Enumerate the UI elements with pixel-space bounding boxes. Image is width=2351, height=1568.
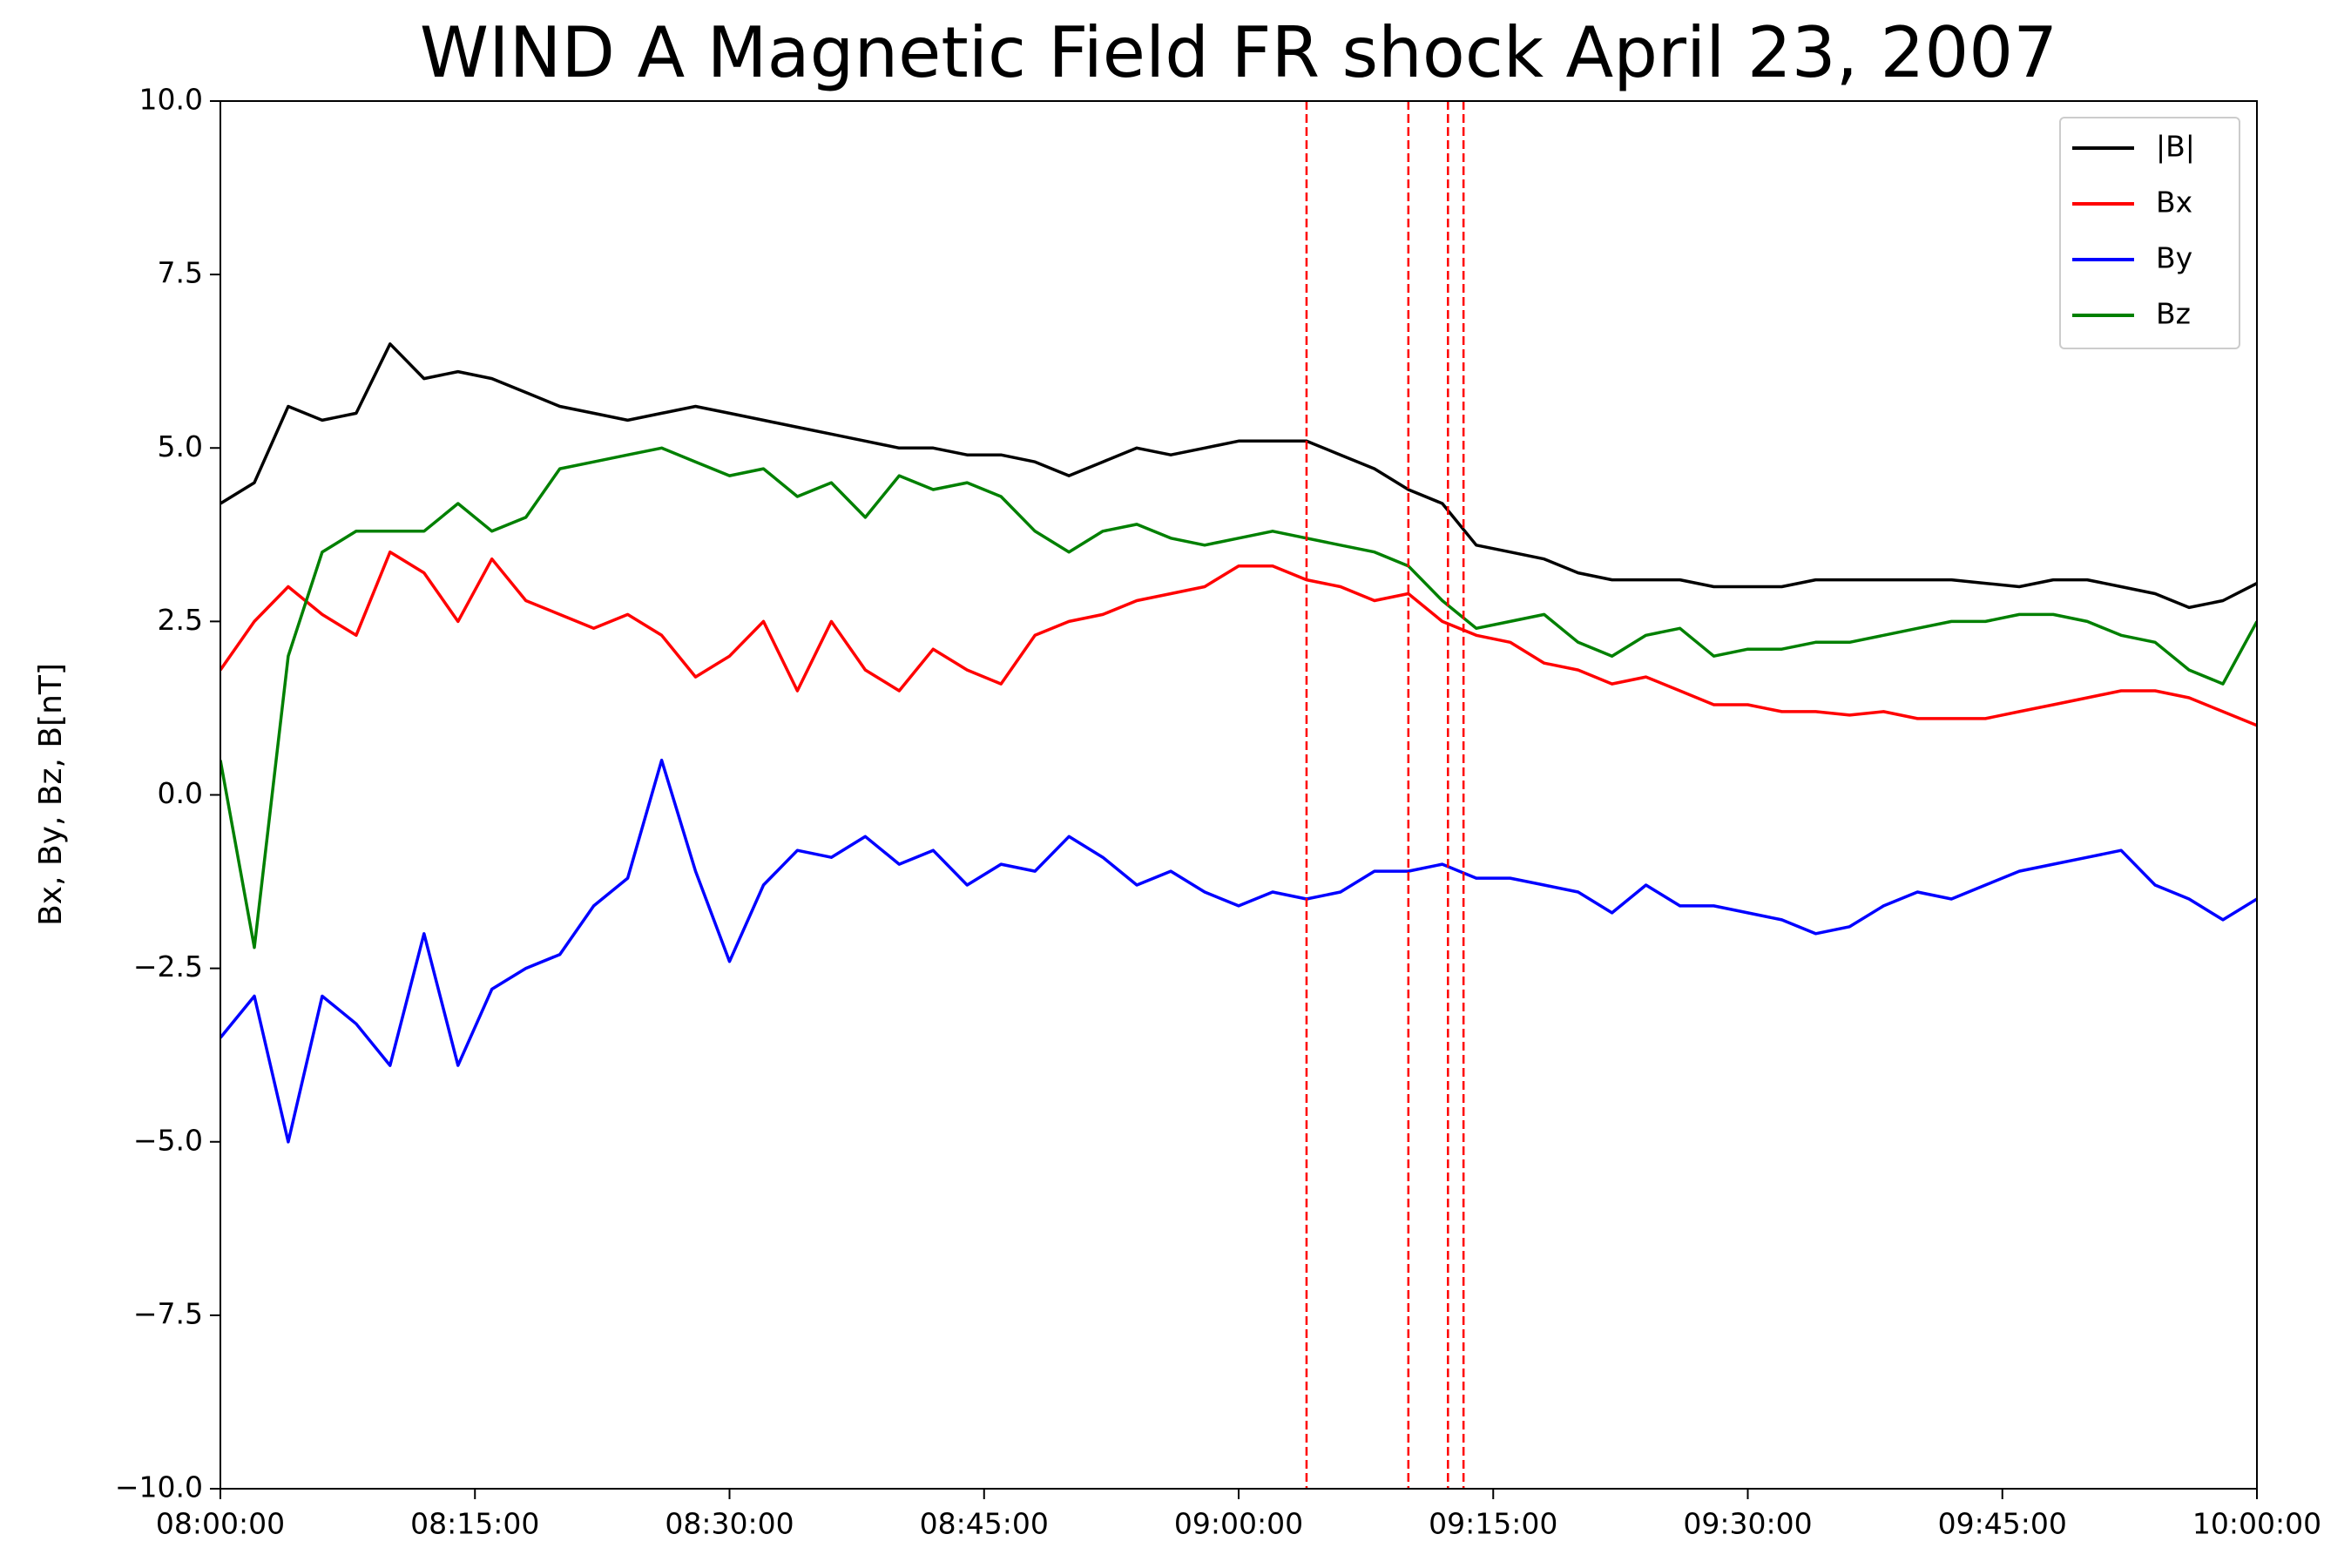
x-tick-label: 08:45:00 bbox=[920, 1507, 1049, 1541]
y-tick-label: 10.0 bbox=[139, 83, 203, 117]
series-line bbox=[220, 758, 2257, 1144]
x-tick-label: 09:30:00 bbox=[1683, 1507, 1812, 1541]
series-line bbox=[220, 342, 2257, 610]
x-tick-label: 10:00:00 bbox=[2192, 1507, 2321, 1541]
x-tick-label: 09:00:00 bbox=[1174, 1507, 1303, 1541]
y-tick-label: −7.5 bbox=[133, 1296, 203, 1330]
x-tick-label: 08:15:00 bbox=[410, 1507, 539, 1541]
y-tick-label: 5.0 bbox=[158, 429, 203, 463]
legend-label: Bx bbox=[2156, 186, 2192, 220]
legend-label: |B| bbox=[2156, 130, 2195, 164]
y-axis-label: Bx, By, Bz, B[nT] bbox=[33, 663, 69, 926]
y-tick-label: 0.0 bbox=[158, 776, 203, 810]
axes-frame bbox=[220, 100, 2258, 1490]
plot-area bbox=[220, 101, 2257, 1489]
x-tick-label: 08:00:00 bbox=[156, 1507, 285, 1541]
x-tick-label: 09:45:00 bbox=[1938, 1507, 2067, 1541]
y-tick-label: 2.5 bbox=[158, 603, 203, 637]
y-tick-label: −5.0 bbox=[133, 1123, 203, 1157]
legend-label: By bbox=[2156, 241, 2192, 275]
series-line bbox=[220, 446, 2257, 950]
y-tick-label: −2.5 bbox=[133, 950, 203, 983]
legend-box bbox=[2059, 117, 2240, 349]
series-line bbox=[220, 550, 2257, 727]
y-tick-label: 7.5 bbox=[158, 256, 203, 290]
x-tick-label: 08:30:00 bbox=[665, 1507, 794, 1541]
chart-title: WIND A Magnetic Field FR shock April 23,… bbox=[420, 12, 2057, 93]
x-tick-label: 09:15:00 bbox=[1429, 1507, 1557, 1541]
y-tick-label: −10.0 bbox=[115, 1470, 203, 1504]
legend-label: Bz bbox=[2156, 297, 2191, 331]
